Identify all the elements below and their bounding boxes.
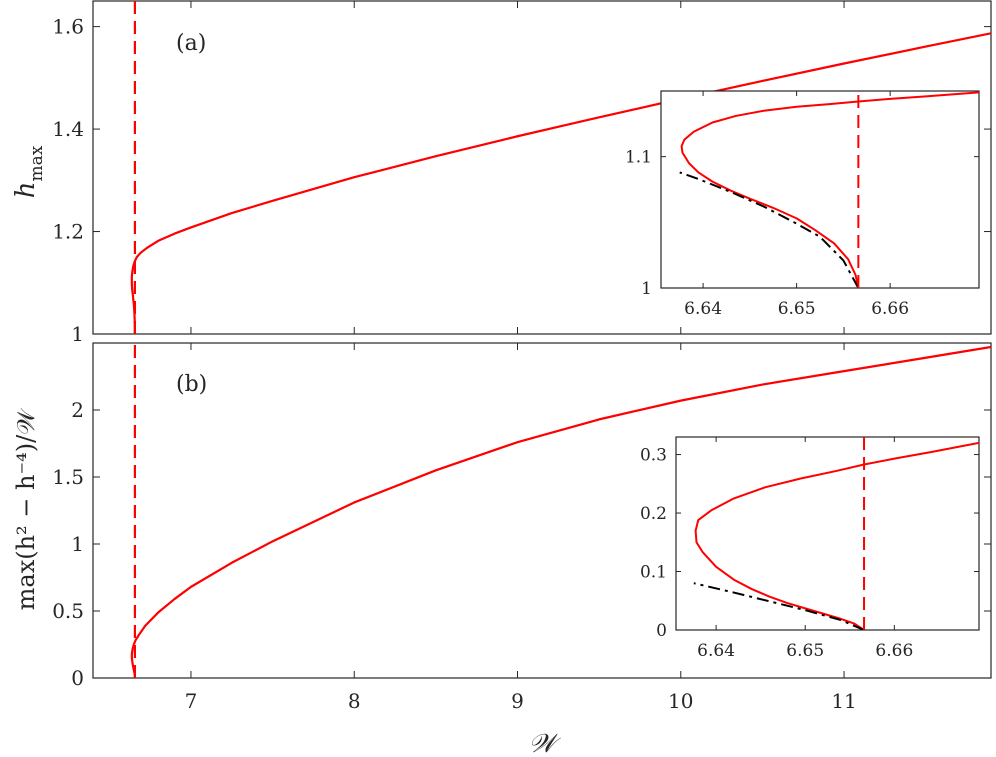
b-inset-xtick-label-0: 6.64 <box>697 641 735 661</box>
a-inset-frame <box>660 90 980 289</box>
b-ytick-label-4: 2 <box>71 398 84 422</box>
b-inset-series-group <box>693 437 979 630</box>
b-xtick-label-0: 7 <box>185 689 198 713</box>
a-ytick-label-2: 1.4 <box>52 117 84 141</box>
b-xtick-label-3: 10 <box>668 689 693 713</box>
panel-label-a: (a) <box>176 31 206 56</box>
a-ytick-label-1: 1.2 <box>52 220 84 244</box>
b-xtick-label-1: 8 <box>348 689 361 713</box>
b-inset-xtick-label-2: 6.66 <box>875 641 913 661</box>
y-axis-label-a-sub: max <box>27 145 47 181</box>
a-inset-series-group <box>679 91 979 288</box>
y-axis-label-a-base: h <box>11 182 41 199</box>
b-inset-ytick-label-2: 0.2 <box>640 504 667 524</box>
b-inset-series-1-dashdot-line <box>693 582 865 630</box>
b-xtick-label-4: 11 <box>831 689 856 713</box>
b-inset-frame <box>675 436 980 631</box>
b-inset: 6.64 6.65 6.66 0 0.1 0.2 0.3 <box>640 436 980 661</box>
b-inset-series-0-solid-line <box>694 441 979 630</box>
a-inset-ytick-label-1: 1.1 <box>625 148 652 168</box>
a-inset-series-1-dashdot-line <box>679 171 860 288</box>
b-series-0-solid-line <box>130 345 991 678</box>
b-series-group <box>130 343 991 678</box>
a-inset: 6.64 6.65 6.66 1 1.1 <box>625 90 980 319</box>
y-axis-label-a: hmax <box>11 145 47 198</box>
x-axis-label: 𝒲 <box>528 729 561 757</box>
b-inset-ytick-label-3: 0.3 <box>640 446 667 466</box>
a-ytick-label-0: 1 <box>71 322 84 346</box>
y-axis-label-b: max(h² − h⁻⁴)/𝒲 <box>12 408 40 611</box>
a-inset-xtick-label-0: 6.64 <box>684 299 722 319</box>
b-ytick-label-0: 0 <box>71 666 84 690</box>
b-inset-xtick-label-1: 6.65 <box>786 641 824 661</box>
a-series-0-solid-line <box>130 32 991 334</box>
b-inset-ytick-label-1: 0.1 <box>640 563 667 583</box>
b-xtick-label-2: 9 <box>511 689 524 713</box>
a-inset-xtick-label-1: 6.65 <box>778 299 816 319</box>
panel-b: 7 8 9 10 11 0 0.5 1 1.5 2 6.64 6.65 6.66 0 0.1 0.2 0.3 <box>52 342 992 713</box>
b-ytick-label-1: 0.5 <box>52 599 84 623</box>
b-ytick-label-3: 1.5 <box>52 465 84 489</box>
panel-label-b: (b) <box>176 372 207 397</box>
panel-a: 1 1.2 1.4 1.6 6.64 6.65 6.66 1 1.1 <box>52 0 992 346</box>
b-ytick-label-2: 1 <box>71 532 84 556</box>
a-inset-ytick-label-0: 1 <box>641 279 652 299</box>
a-inset-series-0-solid-line <box>680 91 979 288</box>
b-inset-ytick-label-0: 0 <box>656 621 667 641</box>
a-series-group <box>130 1 991 334</box>
a-inset-xtick-label-2: 6.66 <box>871 299 909 319</box>
a-ytick-label-3: 1.6 <box>52 15 84 39</box>
